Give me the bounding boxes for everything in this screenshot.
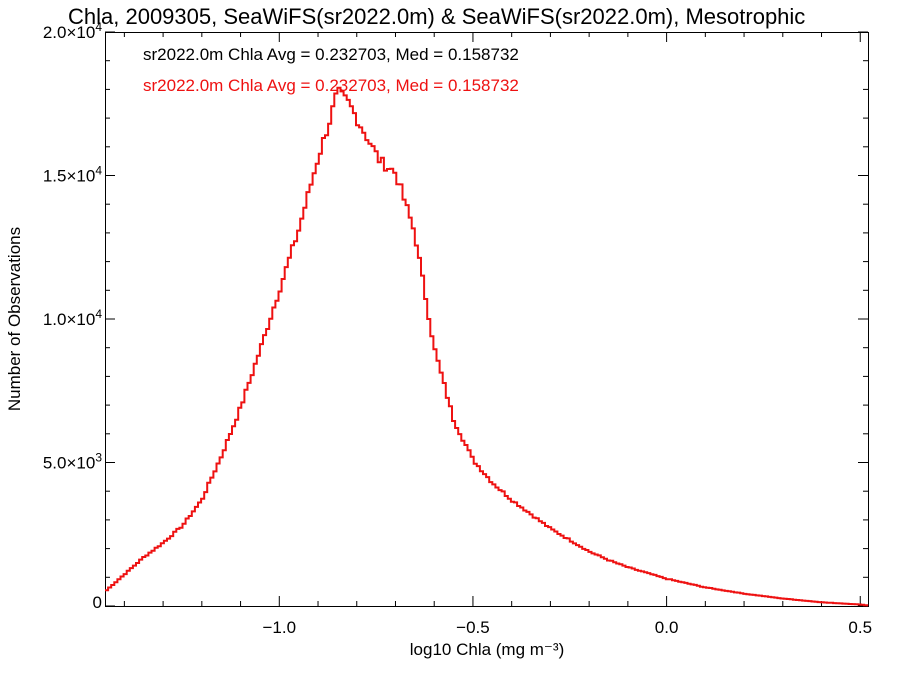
x-tick-label: −0.5 [456,618,490,637]
y-tick-label: 1.5×104 [43,164,102,186]
plot-frame [105,32,869,607]
x-tick-label: −1.0 [263,618,297,637]
x-tick-label: 0.5 [848,618,872,637]
annotation-line-1: sr2022.0m Chla Avg = 0.232703, Med = 0.1… [143,45,519,64]
x-axis-ticks: −1.0 −0.5 0.0 0.5 [123,32,872,637]
y-tick-label: 2.0×104 [43,20,102,42]
x-tick-label: 0.0 [655,618,679,637]
y-tick-label: 5.0×103 [43,451,102,473]
histogram-series-line [105,86,869,607]
annotation-line-2: sr2022.0m Chla Avg = 0.232703, Med = 0.1… [143,76,519,95]
chart-title: Chla, 2009305, SeaWiFS(sr2022.0m) & SeaW… [68,4,805,29]
y-axis-label: Number of Observations [5,227,24,411]
x-axis-label: log10 Chla (mg m⁻³) [410,640,564,659]
y-tick-label: 1.0×104 [43,307,102,329]
y-tick-label: 0 [93,593,102,612]
y-axis-ticks: 0 5.0×103 1.0×104 1.5×104 2.0×104 [43,20,868,612]
